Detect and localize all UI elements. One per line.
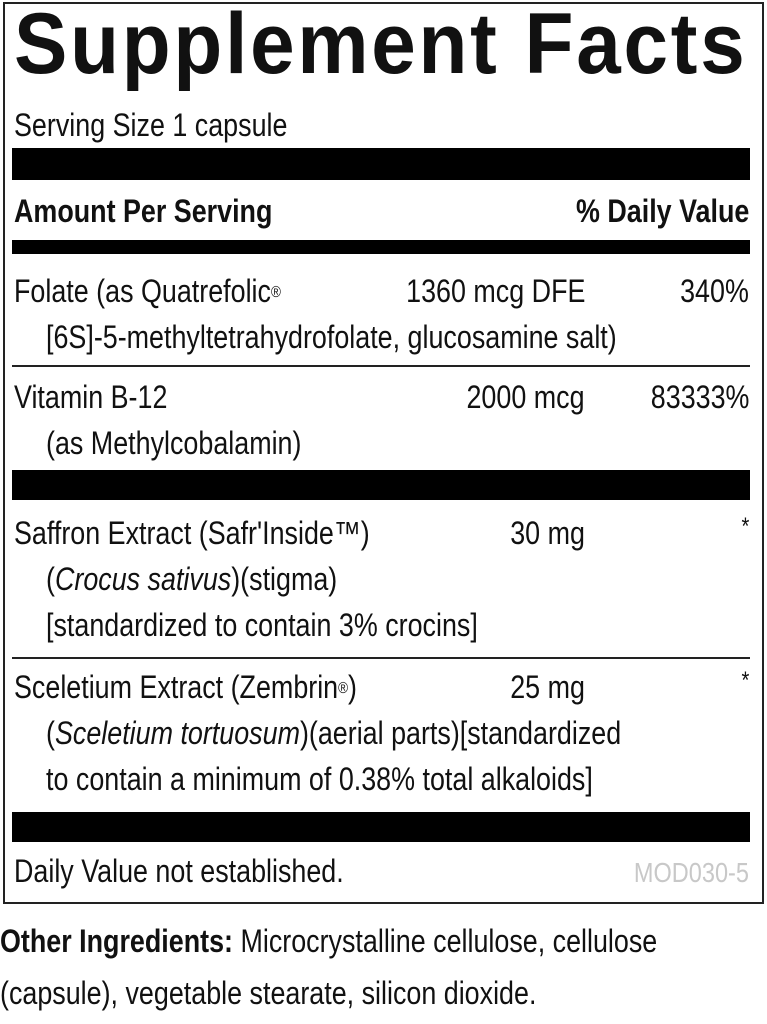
extract-latin-sceletium: (Sceletium tortuosum)(aerial parts)[stan…	[46, 715, 622, 751]
nutrient-name-b12: Vitamin B-12	[14, 379, 168, 415]
label-title: Supplement Facts	[14, 0, 748, 92]
extract-amount-saffron: 30 mg	[510, 515, 585, 551]
thin-divider	[12, 657, 750, 659]
registered-mark: ®	[270, 284, 281, 301]
nutrient-detail-folate: [6S]-5-methyltetrahydrofolate, glucosami…	[46, 319, 617, 355]
nutrient-detail-b12: (as Methylcobalamin)	[46, 425, 302, 461]
facts-panel-border	[3, 2, 764, 904]
thick-divider	[12, 812, 750, 842]
extract-detail-sceletium: to contain a minimum of 0.38% total alka…	[46, 761, 593, 797]
other-ingredients-line-2: (capsule), vegetable stearate, silicon d…	[0, 975, 537, 1011]
serving-size: Serving Size 1 capsule	[14, 107, 288, 143]
nutrient-dv-b12: 83333%	[650, 379, 749, 415]
extract-dv-saffron: *	[741, 513, 749, 540]
thick-divider	[12, 470, 750, 500]
extract-dv-sceletium: *	[741, 667, 749, 694]
other-ingredients-line-1: Other Ingredients: Microcrystalline cell…	[0, 923, 658, 959]
amount-per-serving-header: Amount Per Serving	[14, 193, 273, 229]
thin-divider	[12, 365, 750, 367]
daily-value-header: % Daily Value	[575, 193, 749, 229]
nutrient-amount-folate: 1360 mcg DFE	[405, 273, 585, 309]
nutrient-dv-folate: 340%	[680, 273, 749, 309]
product-code: MOD030-5	[633, 857, 749, 888]
footnote: Daily Value not established.	[14, 853, 344, 889]
thick-divider	[12, 148, 750, 180]
extract-latin-saffron: (Crocus sativus)(stigma)	[46, 561, 338, 597]
extract-amount-sceletium: 25 mg	[510, 669, 585, 705]
nutrient-amount-b12: 2000 mcg	[466, 379, 585, 415]
medium-divider	[12, 240, 750, 254]
extract-name-saffron: Saffron Extract (Safr'Inside™)	[14, 515, 370, 551]
extract-name-sceletium: Sceletium Extract (Zembrin®)	[14, 669, 357, 705]
nutrient-name-folate: Folate (as Quatrefolic®	[14, 273, 281, 309]
extract-detail-saffron: [standardized to contain 3% crocins]	[46, 607, 478, 643]
